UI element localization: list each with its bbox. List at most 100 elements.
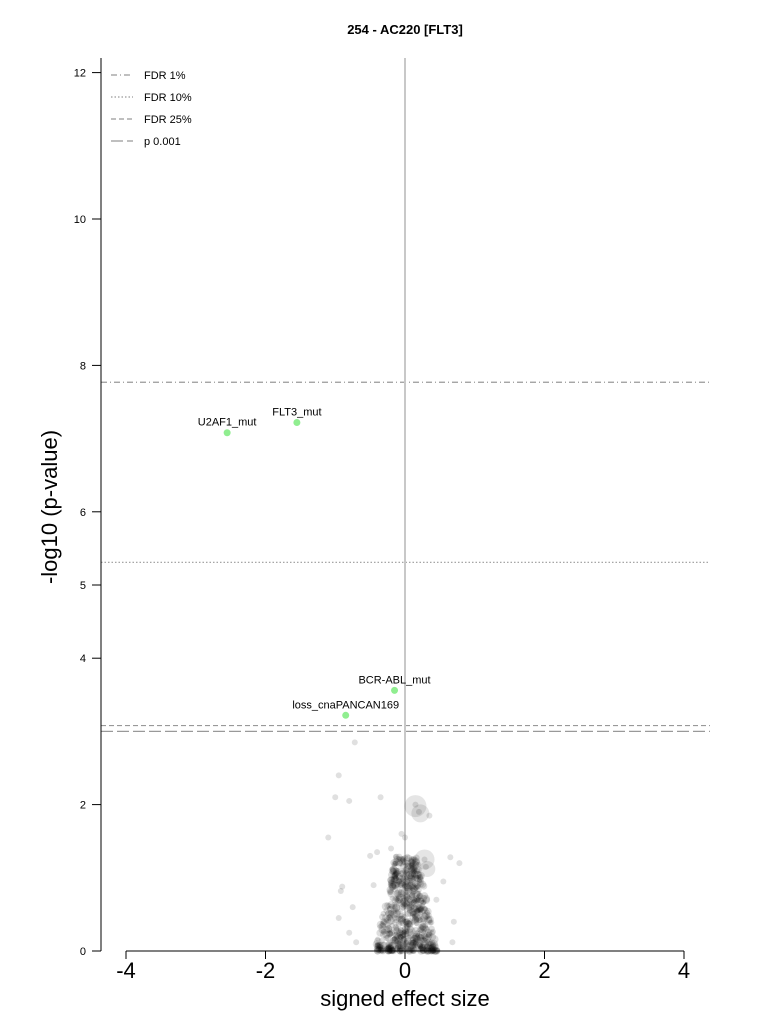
background-point — [335, 915, 342, 922]
background-point — [379, 913, 386, 921]
background-point — [403, 929, 409, 935]
background-point — [418, 923, 427, 931]
legend-entry: FDR 25% — [144, 114, 192, 126]
background-point — [418, 925, 427, 934]
background-point — [399, 862, 408, 870]
background-point — [404, 922, 412, 930]
background-point — [393, 938, 401, 946]
background-point — [388, 929, 395, 937]
background-point — [410, 884, 418, 893]
background-point — [408, 941, 416, 949]
background-point — [383, 918, 390, 924]
background-point — [403, 883, 412, 892]
background-point — [391, 936, 397, 942]
background-point — [391, 872, 398, 879]
background-point — [405, 863, 412, 870]
background-point — [411, 873, 420, 882]
background-point — [392, 870, 398, 877]
background-point — [325, 834, 332, 841]
background-point — [417, 906, 424, 913]
background-point — [385, 914, 393, 921]
background-point — [414, 890, 421, 898]
background-point — [410, 890, 417, 897]
background-point — [384, 910, 391, 917]
background-point — [396, 945, 404, 953]
background-point — [394, 867, 400, 874]
background-point — [402, 834, 408, 841]
background-point — [387, 910, 395, 918]
background-point — [404, 920, 413, 928]
background-point — [393, 931, 402, 939]
background-point — [413, 919, 420, 926]
background-point — [409, 942, 417, 950]
background-point — [393, 868, 402, 877]
background-point — [410, 855, 417, 862]
background-point — [429, 944, 436, 952]
background-point — [422, 925, 430, 933]
background-point — [381, 902, 390, 911]
background-point — [412, 942, 418, 949]
background-point — [413, 880, 422, 889]
background-point — [396, 910, 405, 919]
background-point — [380, 918, 387, 925]
background-point — [404, 859, 412, 867]
background-point — [404, 910, 412, 917]
background-point — [408, 903, 415, 911]
background-point — [396, 944, 405, 952]
background-point — [412, 880, 419, 887]
background-point — [429, 943, 436, 950]
x-tick-label: 0 — [399, 958, 411, 983]
background-point — [401, 929, 407, 936]
background-point — [415, 903, 422, 910]
background-point — [408, 875, 416, 883]
background-point — [427, 919, 434, 926]
background-point — [415, 884, 421, 890]
background-point — [419, 903, 426, 910]
background-point — [395, 898, 402, 905]
background-point — [416, 892, 423, 900]
background-point — [391, 872, 399, 879]
background-point — [412, 908, 421, 917]
background-point — [411, 856, 418, 863]
y-tick-label: 8 — [80, 360, 86, 372]
background-point — [405, 904, 413, 911]
background-point — [386, 918, 393, 926]
background-point — [412, 857, 420, 866]
background-point — [407, 867, 416, 875]
y-tick-label: 0 — [80, 946, 86, 958]
background-point — [395, 921, 403, 928]
background-point — [391, 914, 399, 921]
background-point — [417, 945, 424, 952]
background-point — [413, 936, 421, 944]
highlighted-points: U2AF1_mut FLT3_mut BCR-ABL_mut loss_cnaPANC… — [198, 406, 431, 719]
background-point — [386, 903, 392, 909]
background-point — [396, 856, 402, 862]
background-point — [413, 906, 422, 915]
background-point — [392, 870, 400, 878]
background-point — [380, 928, 387, 935]
background-point — [402, 919, 410, 926]
background-point — [389, 895, 396, 902]
background-point — [423, 943, 431, 950]
background-point — [389, 867, 397, 876]
background-point — [418, 923, 424, 930]
background-point — [406, 862, 415, 871]
background-point — [407, 897, 414, 904]
background-point — [404, 885, 414, 894]
background-point — [387, 942, 395, 950]
background-point — [410, 904, 419, 912]
highlight-point — [342, 711, 350, 719]
background-point — [417, 876, 424, 884]
background-point — [349, 904, 356, 911]
background-point — [390, 936, 399, 945]
background-point — [407, 931, 415, 939]
background-point — [395, 881, 401, 888]
background-point — [409, 887, 417, 896]
background-point — [406, 906, 413, 913]
background-point — [392, 931, 400, 939]
point-label: U2AF1_mut — [198, 417, 257, 429]
background-point — [420, 932, 428, 940]
background-point — [404, 923, 410, 929]
background-point — [393, 889, 402, 898]
background-point — [399, 941, 408, 949]
